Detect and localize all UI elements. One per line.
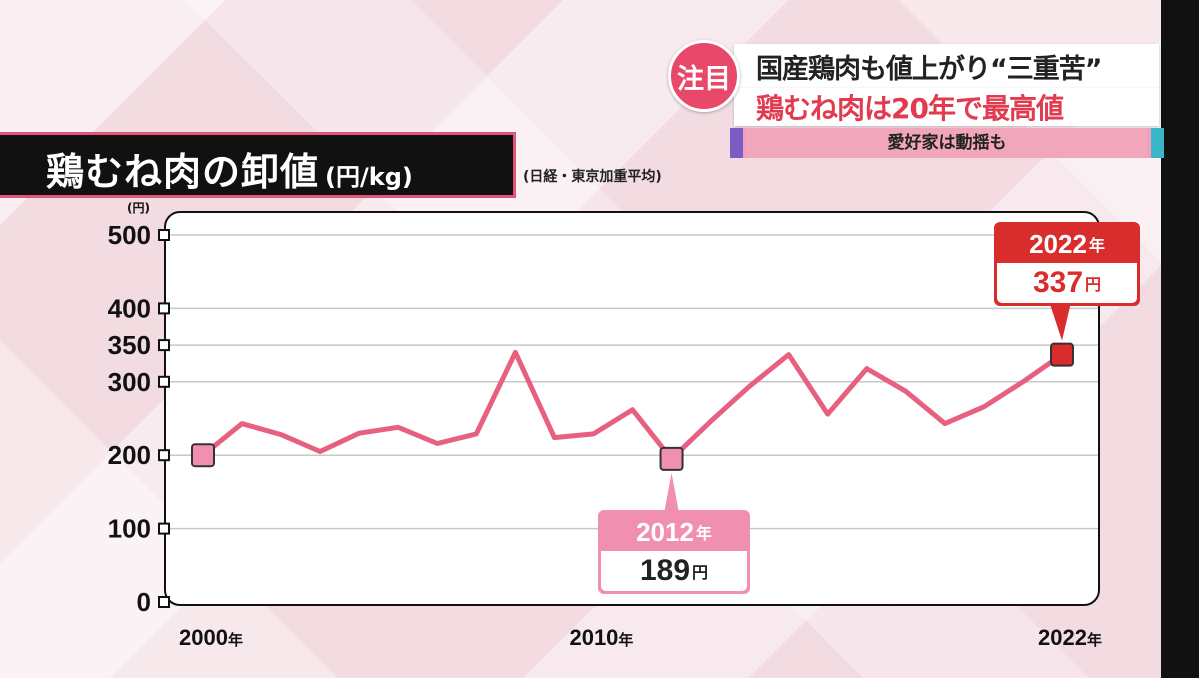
right-edge-bar — [1161, 0, 1199, 678]
gridlines — [166, 234, 1098, 530]
price-series-line — [200, 349, 1065, 462]
pointer-2012 — [663, 472, 680, 516]
callout-2012-year: 2012 年 — [636, 516, 712, 547]
y-tick-label-500: 500 — [108, 220, 151, 250]
callout-2022-value: 337 円 — [997, 263, 1137, 303]
y-axis-ticks: 0 100 200 300 350 400 500 — [108, 220, 170, 617]
callout-2012: 2012 年 189 円 — [598, 510, 750, 594]
y-tick-mark-0 — [158, 596, 170, 608]
attention-badge: 注目 — [668, 40, 740, 112]
pointer-2022 — [1048, 298, 1072, 341]
callout-2012-value: 189 円 — [601, 551, 747, 591]
subline-text: 愛好家は動揺も — [747, 128, 1147, 158]
y-tick-mark-350 — [158, 339, 170, 352]
y-tick-mark-500 — [158, 229, 170, 241]
y-tick-label-300: 300 — [108, 367, 151, 397]
y-tick-label-400: 400 — [108, 293, 151, 323]
marker-2000 — [191, 443, 215, 468]
x-tick-suffix-2000: 年 — [228, 631, 243, 649]
y-tick-mark-400 — [158, 302, 170, 315]
y-tick-label-100: 100 — [108, 514, 151, 544]
callout-pointers — [663, 298, 1072, 516]
x-tick-label-2010: 2010年 — [569, 625, 633, 650]
chart-title: 鶏むね肉の卸値 — [46, 150, 320, 194]
x-tick-label-2000: 2000年 — [179, 625, 243, 650]
marker-2012 — [659, 446, 684, 471]
series-markers — [191, 342, 1074, 471]
callout-2022-year: 2022 年 — [1029, 228, 1105, 259]
y-tick-label-0: 0 — [137, 587, 151, 617]
chart-title-unit: (円/kg) — [325, 163, 413, 191]
y-tick-label-350: 350 — [108, 330, 151, 360]
x-tick-suffix-2022: 年 — [1087, 631, 1102, 649]
y-tick-label-200: 200 — [108, 440, 151, 470]
marker-2022 — [1050, 342, 1074, 367]
headline-2-text: 鶏むね肉は20年で最高値 — [756, 92, 1064, 125]
headline-1-text: 国産鶏肉も値上がり“三重苦” — [756, 53, 1102, 85]
chart-title-box: 鶏むね肉の卸値 (円/kg) — [0, 132, 516, 198]
y-axis-unit: (円) — [127, 201, 150, 215]
subline-bar: 愛好家は動揺も — [730, 128, 1164, 158]
y-tick-mark-100 — [158, 522, 170, 535]
y-tick-mark-200 — [158, 449, 170, 462]
x-axis-ticks: 2000年 2010年 2022年 — [179, 625, 1102, 650]
x-tick-suffix-2010: 年 — [618, 631, 633, 649]
x-tick-label-2022: 2022年 — [1038, 625, 1102, 650]
source-note: (日経・東京加重平均) — [523, 169, 662, 185]
y-tick-mark-300 — [158, 375, 170, 388]
headline-line-2: 鶏むね肉は20年で最高値 — [734, 88, 1159, 126]
callout-2022: 2022 年 337 円 — [994, 222, 1140, 306]
headline-line-1: 国産鶏肉も値上がり“三重苦” — [734, 44, 1159, 88]
news-header: 国産鶏肉も値上がり“三重苦” 鶏むね肉は20年で最高値 注目 愛好家は動揺も — [668, 34, 1164, 162]
